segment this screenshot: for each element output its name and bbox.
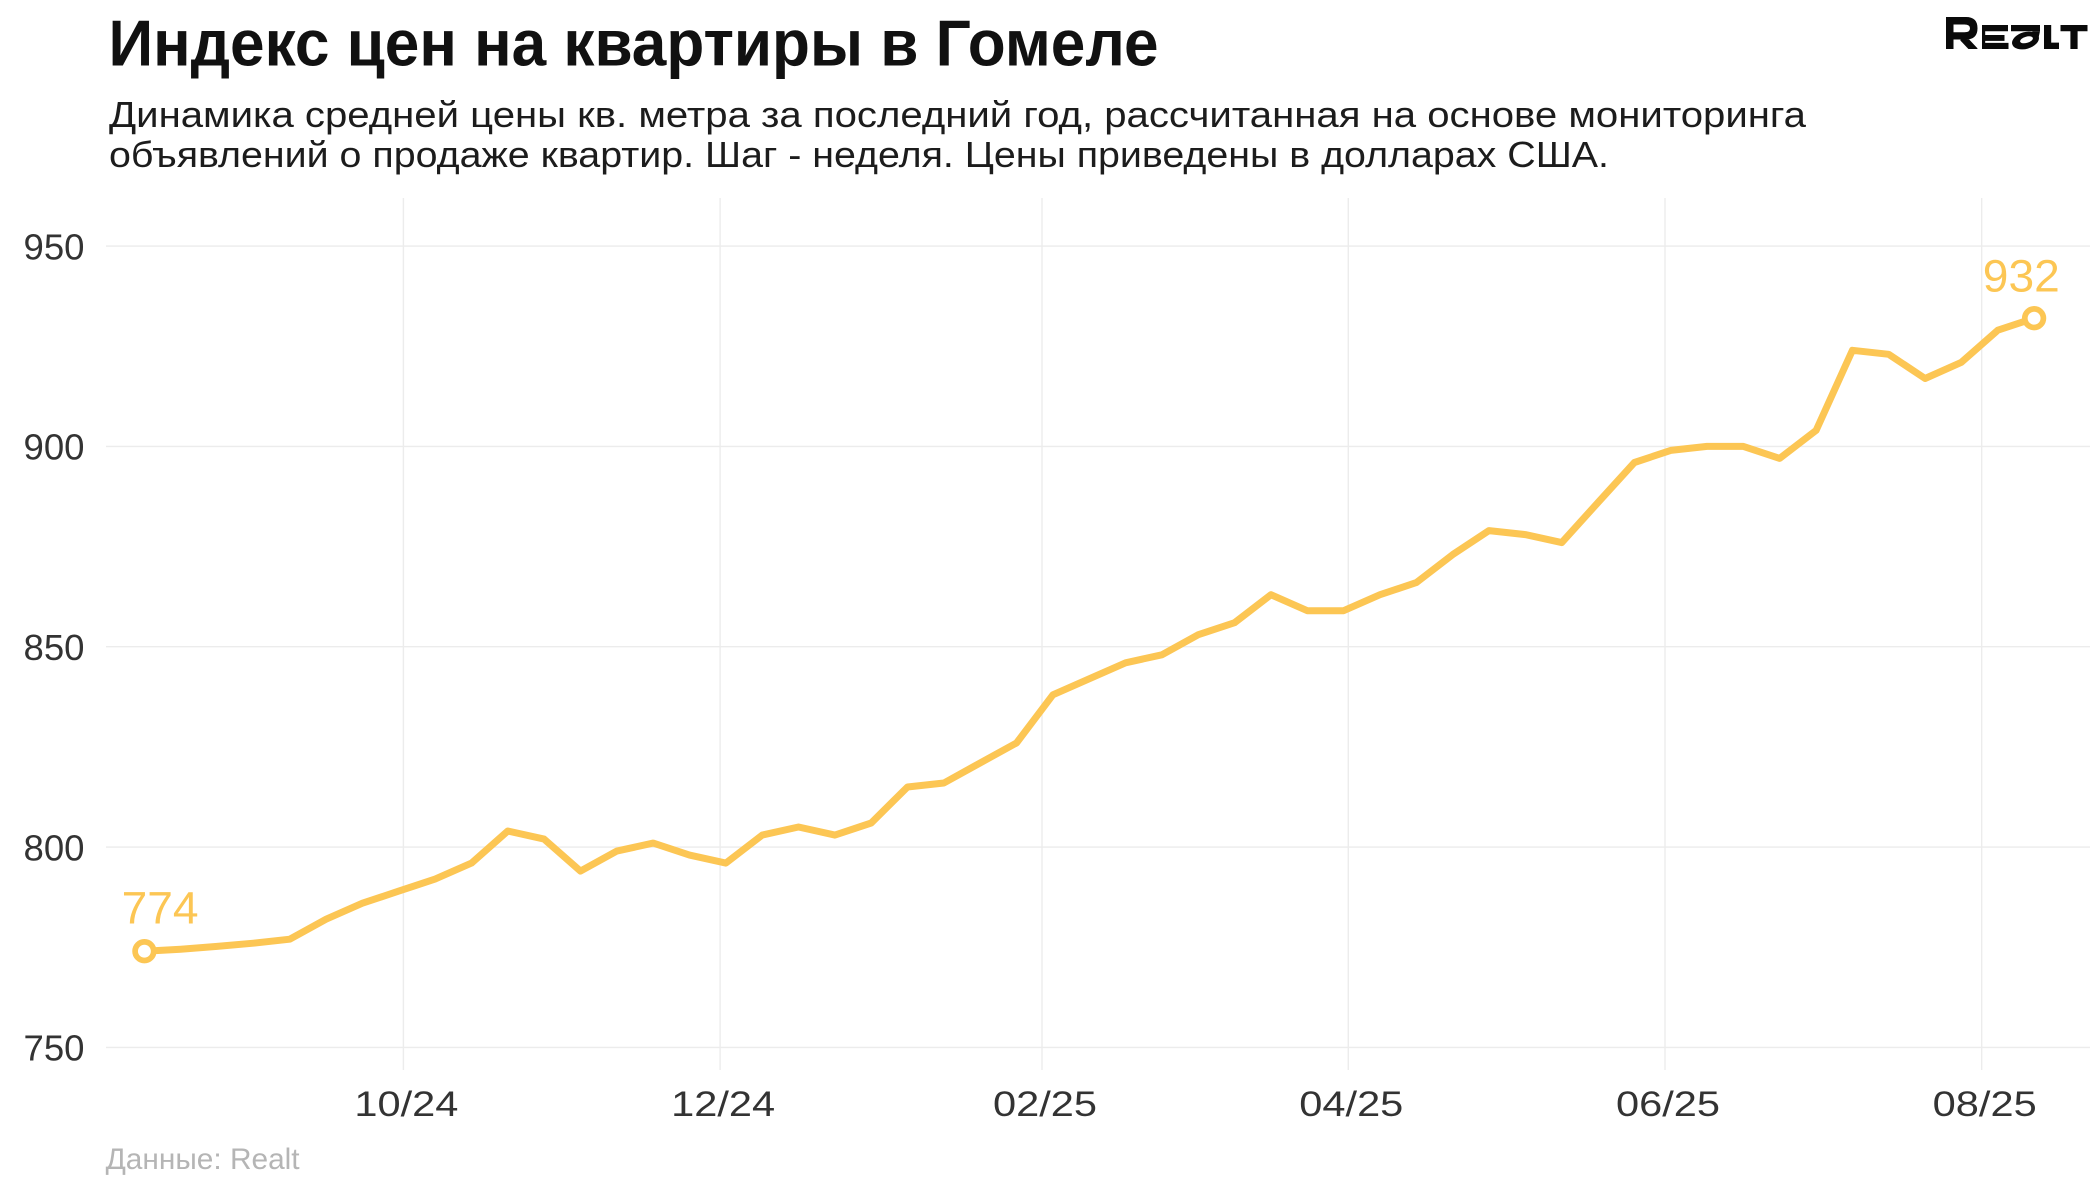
svg-text:02/25: 02/25 xyxy=(993,1085,1097,1124)
svg-text:объявлений о продаже квартир.: объявлений о продаже квартир. Шаг - неде… xyxy=(109,134,1609,175)
svg-text:Данные: Realt: Данные: Realt xyxy=(106,1143,301,1176)
svg-text:10/24: 10/24 xyxy=(354,1085,458,1124)
svg-text:850: 850 xyxy=(24,627,85,668)
svg-text:12/24: 12/24 xyxy=(671,1085,775,1124)
svg-text:750: 750 xyxy=(24,1028,85,1069)
svg-text:08/25: 08/25 xyxy=(1933,1085,2037,1124)
svg-text:950: 950 xyxy=(24,226,85,267)
svg-text:932: 932 xyxy=(1983,250,2060,301)
svg-text:Динамика средней цены кв. метр: Динамика средней цены кв. метра за после… xyxy=(109,94,1807,135)
svg-text:774: 774 xyxy=(122,883,199,934)
svg-text:800: 800 xyxy=(24,827,85,868)
svg-text:06/25: 06/25 xyxy=(1616,1085,1720,1124)
svg-text:Индекс цен на квартиры в Гомел: Индекс цен на квартиры в Гомеле xyxy=(109,8,1159,80)
svg-text:900: 900 xyxy=(24,427,85,468)
svg-text:04/25: 04/25 xyxy=(1299,1085,1403,1124)
